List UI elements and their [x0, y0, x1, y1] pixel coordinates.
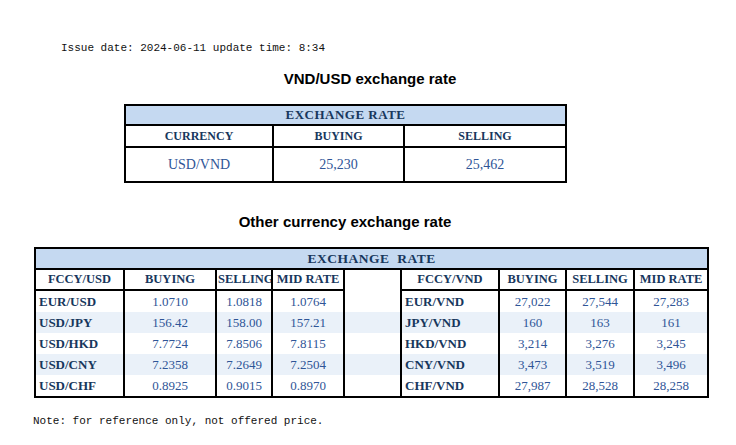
selling-rate-cell: 27,544: [566, 290, 634, 312]
buying-rate-cell: 27,022: [499, 290, 566, 312]
spacer-cell: [344, 354, 401, 375]
table-header-row: CURRENCY BUYING SELLING: [125, 125, 566, 147]
currency-pair-cell: HKD/VND: [401, 333, 499, 354]
table-row-hkd: USD/HKD 7.7724 7.8506 7.8115 HKD/VND 3,2…: [35, 333, 708, 354]
mid-rate-cell: 7.8115: [272, 333, 344, 354]
buying-rate-cell: 3,473: [499, 354, 566, 375]
selling-rate-cell: 163: [566, 312, 634, 333]
column-header-currency: CURRENCY: [125, 125, 273, 147]
column-header-midrate-usd: MID RATE: [272, 269, 344, 290]
currency-pair-cell: EUR/VND: [401, 290, 499, 312]
table-banner-row: EXCHANGE RATE: [35, 248, 708, 269]
currency-pair-cell: JPY/VND: [401, 312, 499, 333]
column-header-buying-vnd: BUYING: [499, 269, 566, 290]
column-header-selling-usd: SELLING: [216, 269, 272, 290]
spacer-cell: [344, 290, 401, 312]
footnote: Note: for reference only, not offered pr…: [33, 415, 323, 427]
currency-pair-cell: USD/CHF: [35, 375, 124, 397]
selling-rate-cell: 7.8506: [216, 333, 272, 354]
vnd-usd-exchange-rate-table: EXCHANGE RATE CURRENCY BUYING SELLING US…: [124, 104, 567, 183]
mid-rate-cell: 3,245: [634, 333, 708, 354]
buying-rate-cell: 27,987: [499, 375, 566, 397]
selling-rate-cell: 25,462: [404, 147, 566, 182]
buying-rate-cell: 7.7724: [124, 333, 216, 354]
selling-rate-cell: 0.9015: [216, 375, 272, 397]
table-row-jpy: USD/JPY 156.42 158.00 157.21 JPY/VND 160…: [35, 312, 708, 333]
mid-rate-cell: 161: [634, 312, 708, 333]
selling-rate-cell: 3,276: [566, 333, 634, 354]
currency-pair-cell: EUR/USD: [35, 290, 124, 312]
mid-rate-cell: 27,283: [634, 290, 708, 312]
table-row-cny: USD/CNY 7.2358 7.2649 7.2504 CNY/VND 3,4…: [35, 354, 708, 375]
buying-rate-cell: 3,214: [499, 333, 566, 354]
mid-rate-cell: 1.0764: [272, 290, 344, 312]
selling-rate-cell: 7.2649: [216, 354, 272, 375]
exchange-rate-report-page: Issue date: 2024-06-11 update time: 8:34…: [0, 0, 736, 445]
usd-table-title: VND/USD exchange rate: [284, 70, 457, 87]
column-header-buying-usd: BUYING: [124, 269, 216, 290]
column-header-fccy-vnd: FCCY/VND: [401, 269, 499, 290]
currency-pair-cell: USD/VND: [125, 147, 273, 182]
column-header-selling: SELLING: [404, 125, 566, 147]
selling-rate-cell: 158.00: [216, 312, 272, 333]
table-header-row: FCCY/USD BUYING SELLING MID RATE FCCY/VN…: [35, 269, 708, 290]
column-header-buying: BUYING: [273, 125, 404, 147]
table-banner: EXCHANGE RATE: [35, 248, 708, 269]
buying-rate-cell: 1.0710: [124, 290, 216, 312]
mid-rate-cell: 157.21: [272, 312, 344, 333]
spacer-cell: [344, 312, 401, 333]
currency-pair-cell: USD/CNY: [35, 354, 124, 375]
mid-rate-cell: 3,496: [634, 354, 708, 375]
buying-rate-cell: 156.42: [124, 312, 216, 333]
selling-rate-cell: 28,528: [566, 375, 634, 397]
table-row: USD/VND 25,230 25,462: [125, 147, 566, 182]
issue-date-line: Issue date: 2024-06-11 update time: 8:34: [61, 42, 325, 54]
column-header-selling-vnd: SELLING: [566, 269, 634, 290]
column-header-midrate-vnd: MID RATE: [634, 269, 708, 290]
table-row-chf: USD/CHF 0.8925 0.9015 0.8970 CHF/VND 27,…: [35, 375, 708, 397]
selling-rate-cell: 3,519: [566, 354, 634, 375]
buying-rate-cell: 25,230: [273, 147, 404, 182]
mid-rate-cell: 7.2504: [272, 354, 344, 375]
other-table-title: Other currency exchange rate: [239, 213, 452, 230]
table-row-eur: EUR/USD 1.0710 1.0818 1.0764 EUR/VND 27,…: [35, 290, 708, 312]
column-header-fccy-usd: FCCY/USD: [35, 269, 124, 290]
table-banner: EXCHANGE RATE: [125, 105, 566, 125]
table-banner-row: EXCHANGE RATE: [125, 105, 566, 125]
currency-pair-cell: USD/JPY: [35, 312, 124, 333]
currency-pair-cell: CNY/VND: [401, 354, 499, 375]
spacer-cell: [344, 333, 401, 354]
currency-pair-cell: CHF/VND: [401, 375, 499, 397]
spacer-cell: [344, 269, 401, 290]
other-currency-exchange-rate-table: EXCHANGE RATE FCCY/USD BUYING SELLING MI…: [34, 247, 709, 398]
mid-rate-cell: 0.8970: [272, 375, 344, 397]
selling-rate-cell: 1.0818: [216, 290, 272, 312]
buying-rate-cell: 0.8925: [124, 375, 216, 397]
currency-pair-cell: USD/HKD: [35, 333, 124, 354]
mid-rate-cell: 28,258: [634, 375, 708, 397]
buying-rate-cell: 7.2358: [124, 354, 216, 375]
buying-rate-cell: 160: [499, 312, 566, 333]
spacer-cell: [344, 375, 401, 397]
